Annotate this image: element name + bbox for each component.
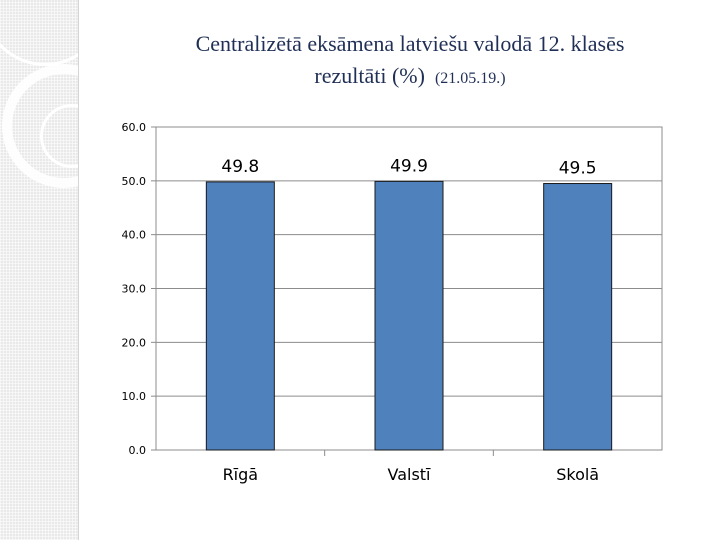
y-tick-label: 40.0 bbox=[122, 229, 147, 242]
bar-value-label: 49.5 bbox=[559, 159, 597, 179]
decorative-circle bbox=[2, 64, 78, 188]
title-date: (21.05.19.) bbox=[434, 70, 506, 87]
y-tick-label: 60.0 bbox=[122, 121, 147, 134]
title-text: rezultāti (%) bbox=[314, 63, 425, 88]
y-tick-label: 20.0 bbox=[122, 336, 147, 349]
bar-value-label: 49.9 bbox=[390, 156, 428, 176]
x-category-label: Rīgā bbox=[223, 465, 259, 484]
chart-title: Centralizētā eksāmena latviešu valodā 12… bbox=[100, 28, 720, 95]
y-tick-label: 10.0 bbox=[122, 390, 147, 403]
y-tick-label: 50.0 bbox=[122, 175, 147, 188]
bar bbox=[374, 180, 444, 451]
decorative-side-panel bbox=[0, 0, 79, 540]
x-category-label: Valstī bbox=[387, 465, 431, 484]
decorative-circle bbox=[0, 0, 78, 66]
y-tick-label: 30.0 bbox=[122, 283, 147, 296]
bar bbox=[543, 183, 613, 451]
bar bbox=[205, 181, 275, 451]
bar-value-label: 49.8 bbox=[221, 157, 259, 177]
x-category-label: Skolā bbox=[556, 465, 599, 484]
y-tick-label: 0.0 bbox=[129, 444, 147, 457]
title-line-1: Centralizētā eksāmena latviešu valodā 12… bbox=[195, 31, 625, 56]
title-line-2: rezultāti (%) (21.05.19.) bbox=[100, 60, 720, 95]
